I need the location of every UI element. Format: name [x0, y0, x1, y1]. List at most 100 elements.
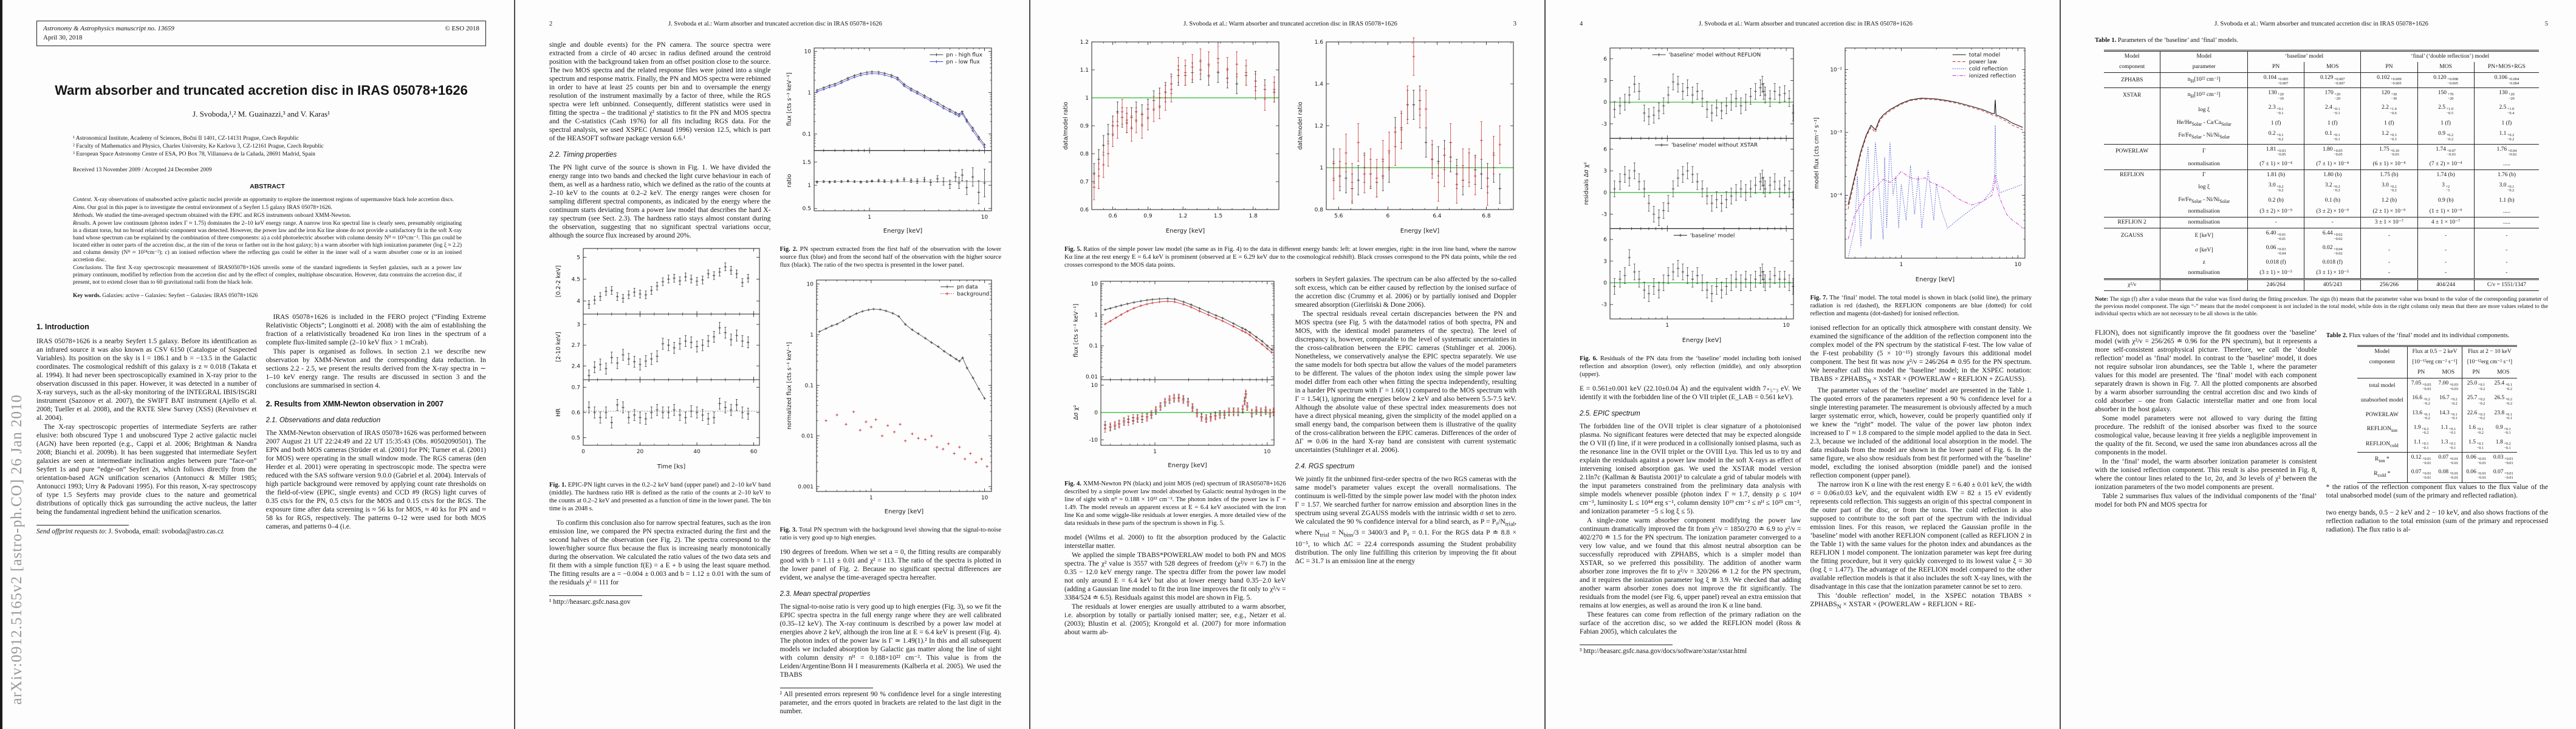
fig4-pn-mos-powerlaw-spectrum: 0.01 0.1 1 10 flux [cts s⁻¹ keV⁻¹] 1 10 -10 0 10 Δ…	[1073, 281, 1275, 469]
copyright: © ESO 2018	[445, 25, 479, 32]
page2-left-column: single and double events) for the PN cam…	[549, 41, 771, 716]
running-head: J. Svoboda et al.: Warm absorber and tru…	[2095, 21, 2548, 27]
svg-text:-10: -10	[1089, 437, 1098, 443]
section-2-4-heading: 2.4. RGS spectrum	[1295, 463, 1355, 470]
svg-text:flux [cts s⁻¹ keV⁻¹]: flux [cts s⁻¹ keV⁻¹]	[786, 72, 793, 126]
fig7-caption: Fig. 7. The ‘final’ model. The total mod…	[1810, 295, 2032, 317]
received-accepted: Received 13 November 2009 / Accepted 24 …	[73, 167, 212, 173]
svg-text:power law: power law	[1969, 60, 1997, 66]
svg-text:0: 0	[1604, 100, 1608, 106]
page-5: J. Svoboda et al.: Warm absorber and tru…	[2061, 0, 2576, 729]
svg-text:10: 10	[981, 495, 988, 501]
footnote-rule	[549, 595, 643, 596]
svg-text:6: 6	[1604, 237, 1608, 243]
paragraph: In the ‘final’ model, the warm absorber …	[2095, 458, 2317, 491]
paragraph: The residuals at lower energies are usua…	[1064, 603, 1286, 636]
paragraph: This ‘double reflection’ model, in the X…	[1810, 592, 2032, 611]
svg-text:1: 1	[807, 183, 811, 189]
svg-text:1: 1	[810, 332, 814, 338]
figure-7: 1 10 10⁻⁴ 10⁻³ 10⁻² total model power law cold …	[1810, 43, 2032, 289]
fig3-total-pn-spectrum: 1 10 0.001 0.01 0.1 1 10 pn data background norma…	[786, 279, 992, 515]
svg-text:10: 10	[806, 282, 814, 288]
svg-text:data/model ratio: data/model ratio	[1297, 101, 1304, 149]
fig1-caption: Fig. 1. EPIC-PN light curves in the 0.2–…	[549, 482, 771, 512]
paper-title: Warm absorber and truncated accretion di…	[55, 83, 468, 98]
manuscript-header-box: Astronomy & Astrophysics manuscript no. …	[36, 21, 486, 46]
svg-text:0.1: 0.1	[1089, 343, 1097, 349]
figure-5-left: 0.6 0.9 1.2 1.5 1.8 0.6 0.7 0.8 0.9 1 1.1 1.2 data/m…	[1060, 37, 1286, 241]
running-head: 2 J. Svoboda et al.: Warm absorber and t…	[549, 21, 1001, 27]
svg-text:1: 1	[1320, 165, 1323, 171]
table1-caption: Table 1. Parameters of the ‘baseline’ an…	[2095, 37, 2239, 44]
paragraph: Some model parameters were not allowed t…	[2095, 415, 2317, 457]
paragraph: These features can come from reflection …	[1580, 611, 1801, 635]
svg-text:5: 5	[577, 255, 581, 261]
svg-text:5.6: 5.6	[1334, 213, 1343, 219]
paragraph: We jointly fit the unbinned first-order …	[1295, 476, 1517, 565]
running-title: J. Svoboda et al.: Warm absorber and tru…	[1699, 21, 1913, 27]
svg-text:model flux [cts cm⁻² s⁻¹]: model flux [cts cm⁻² s⁻¹]	[1814, 117, 1820, 189]
svg-text:0: 0	[1604, 281, 1608, 287]
svg-text:1.2: 1.2	[1315, 123, 1323, 129]
svg-text:0.6: 0.6	[572, 410, 581, 416]
svg-text:Time [ks]: Time [ks]	[657, 464, 686, 470]
table-1-model-parameters: Model Model ‘baseline’ model ‘final’ (‘doub…	[2103, 50, 2540, 292]
svg-text:1: 1	[1666, 323, 1670, 329]
svg-text:0.9: 0.9	[1080, 123, 1089, 129]
page3-left-column: 0.01 0.1 1 10 flux [cts s⁻¹ keV⁻¹] 1 10 -10 0 10 Δ…	[1064, 275, 1286, 637]
page4-right-column: 1 10 10⁻⁴ 10⁻³ 10⁻² total model power law cold …	[1810, 41, 2032, 655]
figure-3: 1 10 0.001 0.01 0.1 1 10 pn data background norma…	[780, 275, 1002, 521]
section-2-2-heading: 2.2. Timing properties	[549, 151, 617, 159]
page-2: 2 J. Svoboda et al.: Warm absorber and t…	[515, 0, 1030, 729]
svg-text:1: 1	[807, 91, 811, 97]
arxiv-watermark: arXiv:0912.5165v2 [astro-ph.CO] 26 Jan 2…	[9, 394, 25, 705]
svg-text:0: 0	[581, 449, 585, 455]
page-number: 2	[549, 21, 553, 27]
svg-text:0.7: 0.7	[1080, 179, 1089, 185]
paragraph: single and double events) for the PN cam…	[549, 41, 771, 142]
svg-text:0: 0	[1604, 190, 1608, 196]
page-number: 4	[1580, 21, 1583, 27]
svg-text:total model: total model	[1969, 52, 2000, 58]
svg-text:ionized reflection: ionized reflection	[1969, 74, 2016, 80]
svg-text:3: 3	[1604, 259, 1608, 265]
footnote-2: ² All presented errors represent 90 % co…	[779, 691, 1002, 715]
svg-text:6: 6	[1604, 147, 1608, 153]
svg-text:Energy [keV]: Energy [keV]	[885, 508, 924, 515]
page5-left-column: FLION), does not significantly improve t…	[2095, 329, 2317, 533]
section-2-1-heading: 2.1. Observations and data reduction	[265, 417, 381, 424]
svg-text:1: 1	[868, 214, 871, 221]
figure-6: -3 0 3 6 'baseline' model without REFLION -3 0…	[1580, 43, 1801, 350]
svg-text:Energy [keV]: Energy [keV]	[1916, 276, 1955, 283]
svg-text:cold reflection: cold reflection	[1969, 66, 2008, 72]
svg-text:'baseline' model without REFLI: 'baseline' model without REFLION	[1669, 52, 1761, 58]
affiliation: ¹ Astronomical Institute, Academy of Sci…	[73, 135, 299, 142]
svg-text:1.8: 1.8	[1249, 213, 1258, 219]
page1-left-column: 1. Introduction IRAS 05078+1626 is a nea…	[36, 313, 257, 536]
authors-line: J. Svoboda,¹,² M. Guainazzi,³ and V. Kar…	[193, 109, 330, 118]
paragraph: We applied the simple TBABS*POWERLAW mod…	[1064, 552, 1286, 601]
svg-text:10⁻²: 10⁻²	[1830, 67, 1842, 73]
affiliation: ² Faculty of Mathematics and Physics, Ch…	[73, 143, 324, 149]
paragraph: This paper is organised as follows. In s…	[265, 348, 487, 389]
svg-text:ratio: ratio	[786, 174, 793, 187]
keywords: Key words. Galaxies: active – Galaxies: …	[73, 293, 258, 299]
page-1: arXiv:0912.5165v2 [astro-ph.CO] 26 Jan 2…	[0, 0, 515, 729]
paragraph: The signal-to-noise ratio is very good u…	[779, 603, 1002, 679]
fig2-caption: Fig. 2. PN spectrum extracted from the f…	[779, 246, 1002, 269]
fig3-caption: Fig. 3. Total PN spectrum with the backg…	[779, 527, 1002, 541]
svg-text:10: 10	[981, 214, 988, 221]
fig5-caption: Fig. 5. Ratios of the simple power law m…	[1064, 246, 1516, 269]
table2-note: * the ratios of the reflection component…	[2326, 483, 2549, 499]
svg-text:1: 1	[1153, 449, 1157, 455]
fig2-pn-spectrum-halves: 0.1 1 10 pn - high flux pn - low flux flux [c…	[786, 47, 992, 234]
paragraph: E = 0.561±0.001 keV (22.10±0.04 Å) and t…	[1580, 385, 1801, 401]
svg-text:normalized flux [cts s⁻¹ keV⁻¹: normalized flux [cts s⁻¹ keV⁻¹]	[786, 342, 793, 430]
svg-text:6: 6	[1386, 213, 1389, 219]
abstract-methods: Methods. We studied the time-averaged sp…	[73, 213, 351, 219]
svg-text:1: 1	[1899, 262, 1903, 268]
svg-text:10: 10	[1783, 323, 1790, 329]
svg-text:Energy [keV]: Energy [keV]	[1166, 228, 1205, 234]
svg-text:10⁻³: 10⁻³	[1830, 130, 1842, 136]
